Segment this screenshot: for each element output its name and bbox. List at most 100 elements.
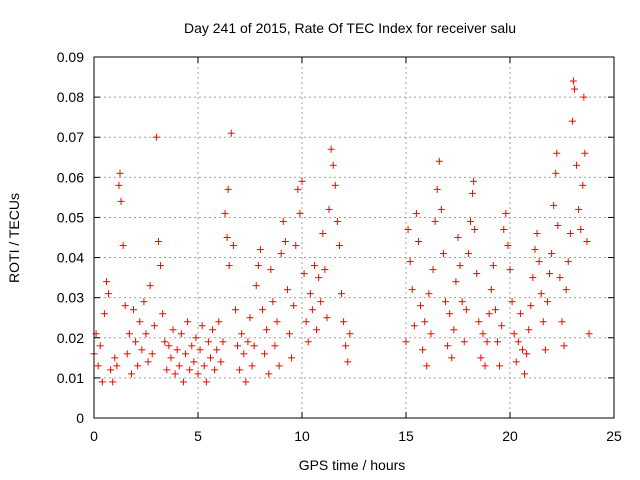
data-point [529,274,537,282]
data-point [236,366,244,374]
data-point [242,378,250,386]
data-point [558,318,566,326]
grid-lines [94,57,614,418]
data-point [579,181,587,189]
data-point [556,274,564,282]
data-point [537,290,545,298]
data-point [439,250,447,258]
data-point [477,354,485,362]
data-point [234,342,242,350]
data-point [148,350,156,358]
data-point [471,225,479,233]
data-point [564,258,572,266]
data-point [575,205,583,213]
data-point [573,161,581,169]
data-point [585,330,593,338]
data-point [136,318,144,326]
data-point [531,246,539,254]
data-point [577,225,585,233]
data-point [258,306,266,314]
data-point [169,326,177,334]
y-axis-title: ROTI / TECUs [6,193,22,283]
data-point [113,362,121,370]
data-point [167,354,175,362]
data-point [117,197,125,205]
data-point [265,370,273,378]
data-point [154,238,162,246]
data-point [111,354,119,362]
data-point [281,238,289,246]
data-point [329,161,337,169]
data-point [94,362,102,370]
data-point [140,298,148,306]
data-point [105,290,113,298]
data-point [491,306,499,314]
data-point [466,217,474,225]
data-point [500,225,508,233]
x-tick-label: 5 [194,428,202,444]
data-point [173,346,181,354]
data-point [425,290,433,298]
data-point [481,362,489,370]
data-point [182,350,190,358]
data-point [485,310,493,318]
data-point [546,270,554,278]
data-point [286,330,294,338]
data-point [533,229,541,237]
data-point [152,133,160,141]
data-point [580,93,588,101]
data-point [244,338,252,346]
data-point [435,157,443,165]
data-point [344,358,352,366]
data-point [200,362,208,370]
data-point [204,338,212,346]
data-point [338,290,346,298]
x-tick-label: 15 [398,428,414,444]
y-tick-label: 0.09 [57,49,84,65]
data-point [342,342,350,350]
data-point [130,306,138,314]
data-point [194,370,202,378]
data-point [263,326,271,334]
data-point [494,338,502,346]
data-point [290,302,298,310]
data-point [240,350,248,358]
data-point [512,358,520,366]
data-point [132,338,140,346]
data-point [306,290,314,298]
data-point [504,242,512,250]
data-point [523,350,531,358]
data-point [192,334,200,342]
x-tick-labels: 0 5 10 15 20 25 [90,428,622,444]
data-point [560,342,568,350]
data-point [414,238,422,246]
data-point [317,298,325,306]
data-point [562,286,570,294]
data-point [498,322,506,330]
data-point [408,286,416,294]
data-point [452,278,460,286]
data-point [100,310,108,318]
data-point [433,185,441,193]
data-point [102,278,110,286]
data-point [127,370,135,378]
data-point [123,350,131,358]
data-point [569,77,577,85]
data-point [456,262,464,270]
data-point [521,370,529,378]
data-point [184,318,192,326]
data-point [331,181,339,189]
data-point [273,318,281,326]
data-point [553,149,561,157]
data-point [406,258,414,266]
data-point [302,318,310,326]
data-point [454,234,462,241]
data-point [419,346,427,354]
data-point [496,362,504,370]
data-point [410,322,418,330]
data-point [333,217,341,225]
data-point [165,342,173,350]
data-point [202,378,210,386]
data-point [298,177,306,185]
data-point [518,346,526,354]
